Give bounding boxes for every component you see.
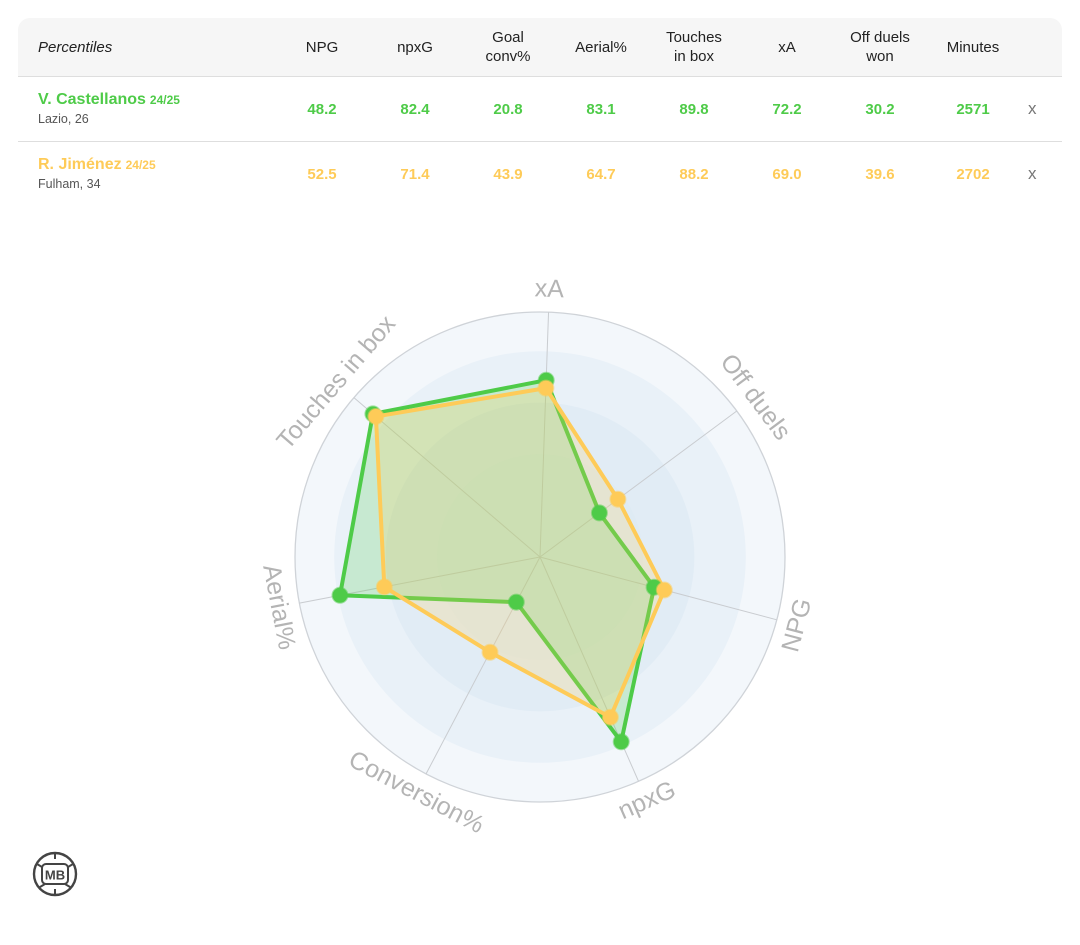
player-value: 30.2 — [865, 100, 895, 118]
player-value: 71.4 — [400, 165, 430, 183]
series-point — [612, 733, 630, 751]
player-value: 52.5 — [307, 165, 337, 183]
player-value: 39.6 — [865, 165, 895, 183]
column-header[interactable]: Touches in box — [666, 29, 722, 65]
player-value: 64.7 — [586, 165, 616, 183]
series-point — [609, 490, 627, 508]
player-value: 2571 — [956, 100, 990, 118]
series-point — [590, 504, 608, 522]
table-row: R. Jiménez 24/25 Fulham, 34 x 52.5 71.4 43.… — [18, 142, 1062, 206]
player-value: 2702 — [956, 165, 990, 183]
percentiles-table: Percentiles NPG npxG Goal conv% Aerial% Touc… — [18, 18, 1062, 206]
radar-spoke — [539, 312, 550, 558]
player-value: 48.2 — [307, 100, 337, 118]
radar-spoke — [353, 397, 541, 558]
player-club-age: Fulham, 34 — [38, 177, 101, 191]
player-name: R. Jiménez 24/25 — [38, 156, 156, 174]
series-polygon-0 — [338, 378, 657, 744]
series-point — [331, 586, 349, 604]
axis-label: NPG — [776, 595, 817, 655]
table-row: V. Castellanos 24/25 Lazio, 26 x 48.2 82.4… — [18, 77, 1062, 142]
radar-spoke — [539, 410, 738, 558]
series-point — [655, 581, 673, 599]
player-value: 20.8 — [493, 100, 523, 118]
player-value: 88.2 — [679, 165, 709, 183]
player-value: 69.0 — [772, 165, 802, 183]
player-season: 24/25 — [125, 158, 156, 172]
series-point — [507, 593, 525, 611]
column-header[interactable]: Goal conv% — [485, 29, 531, 65]
series-point — [375, 578, 393, 596]
player-name: V. Castellanos 24/25 — [38, 91, 180, 109]
column-header[interactable]: Aerial% — [575, 38, 627, 56]
column-header[interactable]: Minutes — [946, 38, 1000, 56]
player-value: 89.8 — [679, 100, 709, 118]
player-club-age: Lazio, 26 — [38, 112, 89, 126]
player-value: 82.4 — [400, 100, 430, 118]
axis-label: xA — [534, 274, 564, 303]
player-value: 43.9 — [493, 165, 523, 183]
player-value: 83.1 — [586, 100, 616, 118]
column-header[interactable]: NPG — [305, 38, 339, 56]
radar-spoke — [425, 556, 541, 775]
player-name-text: V. Castellanos — [38, 91, 146, 108]
column-header[interactable]: xA — [778, 38, 796, 56]
percentiles-label: Percentiles — [38, 38, 113, 56]
column-header[interactable]: npxG — [397, 38, 433, 56]
series-polygon-1 — [373, 386, 667, 720]
player-name-text: R. Jiménez — [38, 156, 122, 173]
series-point — [481, 643, 499, 661]
remove-player-button[interactable]: x — [1028, 99, 1037, 118]
mb-logo-icon: MB — [32, 851, 78, 897]
axis-label: Aerial% — [257, 562, 301, 652]
svg-text:MB: MB — [45, 868, 65, 883]
player-value: 72.2 — [772, 100, 802, 118]
series-point — [537, 379, 555, 397]
series-point — [601, 708, 619, 726]
series-point — [367, 408, 385, 425]
remove-player-button[interactable]: x — [1028, 164, 1037, 183]
column-header[interactable]: Off duels won — [850, 29, 910, 65]
table-header: Percentiles NPG npxG Goal conv% Aerial% Touc… — [18, 18, 1062, 77]
player-season: 24/25 — [149, 93, 180, 107]
